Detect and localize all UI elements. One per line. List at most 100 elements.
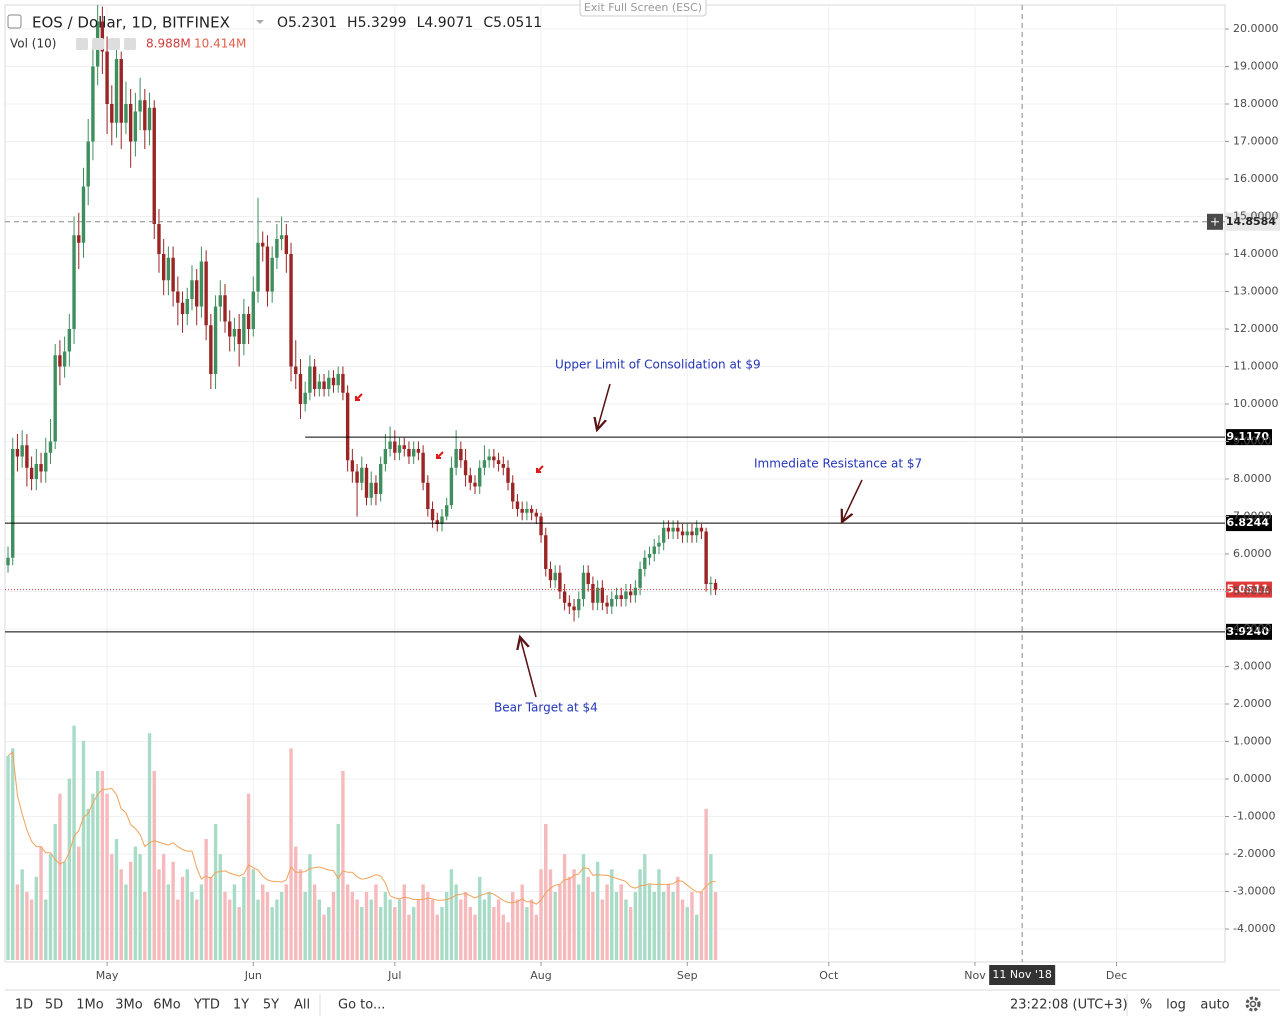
volume-bar (322, 914, 326, 960)
collapse-icon[interactable] (7, 14, 22, 29)
x-tick-label: Oct (819, 969, 839, 982)
volume-bar (199, 884, 204, 960)
candle-body (91, 66, 95, 142)
volume-bar (553, 891, 557, 960)
volume-bar (53, 823, 57, 960)
range-button[interactable]: 1D (15, 998, 33, 1013)
volume-bar (624, 899, 628, 960)
annotation: Bear Target at $4 (494, 701, 598, 715)
volume-bar (284, 884, 289, 960)
volume-bar (440, 907, 444, 960)
volume-bar (294, 846, 298, 960)
y-tick-label: 4.0000 (1233, 622, 1272, 635)
candle-body (374, 482, 378, 494)
y-tick-label: -3.0000 (1233, 885, 1275, 898)
range-button[interactable]: 5D (45, 998, 63, 1013)
volume-bar (369, 899, 373, 960)
y-tick-label: -4.0000 (1233, 922, 1275, 935)
candle-body (369, 482, 373, 498)
volume-bar (190, 891, 194, 960)
candle-body (53, 355, 57, 442)
candle-body (685, 531, 689, 536)
candle-body (180, 302, 185, 314)
candle-body (341, 374, 345, 393)
ohlc-prefix: H (347, 15, 358, 31)
candle-body (20, 445, 24, 457)
candle-body (345, 392, 350, 461)
range-button[interactable]: All (294, 998, 310, 1013)
volume-bar (39, 846, 43, 960)
log-button[interactable]: log (1166, 998, 1186, 1013)
goto-button[interactable]: Go to... (338, 998, 385, 1013)
candle-body (402, 445, 406, 449)
y-tick-label: 3.0000 (1233, 660, 1272, 673)
volume-bar (34, 876, 39, 960)
volume-pane (6, 725, 718, 960)
candle-body (62, 351, 67, 367)
volume-bar (228, 899, 232, 960)
candle-body (237, 329, 241, 344)
range-button[interactable]: YTD (193, 998, 220, 1013)
symbol-menu[interactable] (256, 20, 264, 24)
x-tick-label: May (96, 969, 119, 982)
percent-button[interactable]: % (1140, 998, 1152, 1013)
y-tick-label: 20.0000 (1233, 22, 1279, 35)
annotation-arrow (597, 383, 611, 430)
annotation-arrow (842, 479, 863, 522)
candle-body (553, 572, 557, 581)
volume-bar (695, 914, 699, 960)
volume-bar (383, 891, 388, 960)
candle-body (383, 449, 388, 464)
ohlc-prefix: O (277, 15, 288, 31)
range-button[interactable]: 5Y (263, 998, 279, 1013)
y-tick-label: 9.0000 (1233, 435, 1272, 448)
range-button[interactable]: 1Y (233, 998, 249, 1013)
candle-body (124, 104, 128, 123)
volume-bar (298, 869, 303, 960)
range-button[interactable]: 6Mo (153, 998, 180, 1013)
exit-fullscreen-button[interactable] (579, 0, 707, 17)
candle-body (242, 314, 246, 344)
candle-body (152, 107, 156, 224)
candle-body (525, 509, 529, 513)
candle-body (303, 392, 307, 404)
candle-body (213, 306, 218, 374)
volume-bar (454, 884, 458, 960)
y-tick-label: 6.0000 (1233, 547, 1272, 560)
x-tick-label: Nov (964, 969, 986, 982)
auto-button[interactable]: auto (1200, 998, 1229, 1013)
candle-body (15, 449, 20, 457)
volume-bar (20, 869, 24, 960)
volume-bar (242, 876, 246, 960)
volume-bar (279, 891, 284, 960)
volume-bar (709, 854, 713, 960)
volume-bar (445, 891, 449, 960)
volume-bar (492, 907, 496, 960)
candle-body (138, 100, 142, 112)
volume-bar (312, 884, 317, 960)
volume-bar (671, 891, 675, 960)
volume-bar (176, 899, 180, 960)
volume-bar (558, 884, 562, 960)
volume-ma-line (7, 751, 716, 905)
candle-body (534, 512, 539, 517)
range-button[interactable]: 1Mo (76, 998, 103, 1013)
range-button[interactable]: 3Mo (115, 998, 142, 1013)
candle-body (133, 111, 138, 142)
volume-icons[interactable] (76, 38, 136, 50)
last-price-badge (1226, 581, 1272, 598)
candle-body (544, 535, 548, 569)
x-tick-label: Aug (530, 969, 551, 982)
volume-bar (581, 854, 586, 960)
candle-body (657, 542, 661, 547)
y-tick-label: 19.0000 (1233, 60, 1279, 73)
settings-button[interactable] (1245, 996, 1261, 1012)
candle-body (166, 257, 171, 281)
level-label: 6.8244 (1227, 516, 1270, 529)
level-badge (1226, 515, 1272, 532)
candle-body (652, 546, 656, 554)
volume-bar (666, 884, 671, 960)
volume-bar (171, 861, 175, 960)
